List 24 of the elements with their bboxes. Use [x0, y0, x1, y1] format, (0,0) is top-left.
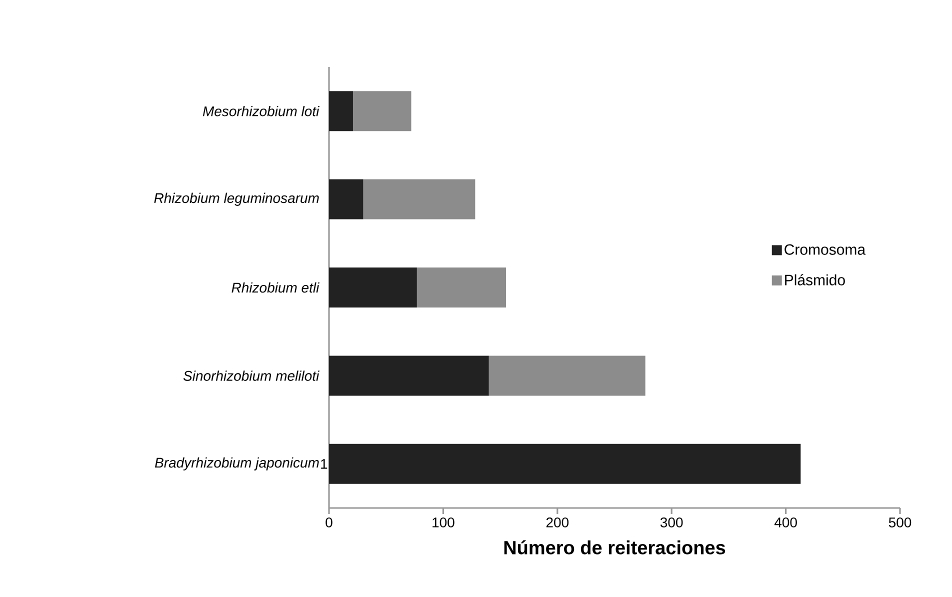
y-tick-label: Sinorhizobium meliloti — [183, 370, 320, 381]
bar — [329, 91, 353, 132]
bar — [329, 444, 801, 484]
x-tick-label: 100 — [432, 518, 454, 528]
bar — [363, 179, 476, 220]
x-axis-title: Número de reiteraciones — [504, 540, 726, 554]
bar — [329, 268, 417, 308]
bar — [352, 91, 412, 132]
legend-label: Plásmido — [785, 274, 845, 286]
bar — [416, 268, 506, 308]
text: 1 — [321, 459, 328, 469]
x-tick-label: 200 — [546, 518, 569, 528]
x-tick-label: 300 — [660, 518, 683, 528]
y-tick-label: Bradyrhizobium japonicum — [154, 457, 319, 470]
x-tick-label: 0 — [326, 518, 332, 528]
bar — [329, 356, 489, 396]
y-tick-label: Rhizobium etli — [232, 282, 320, 293]
bar — [329, 179, 364, 220]
y-tick-label: Mesorhizobium loti — [202, 106, 320, 116]
x-tick-label: 400 — [774, 518, 797, 528]
x-tick-label: 500 — [888, 518, 912, 528]
bar — [488, 356, 646, 396]
y-tick-label: Rhizobium leguminosarum — [154, 192, 319, 206]
legend-label: Cromosoma — [784, 244, 866, 255]
